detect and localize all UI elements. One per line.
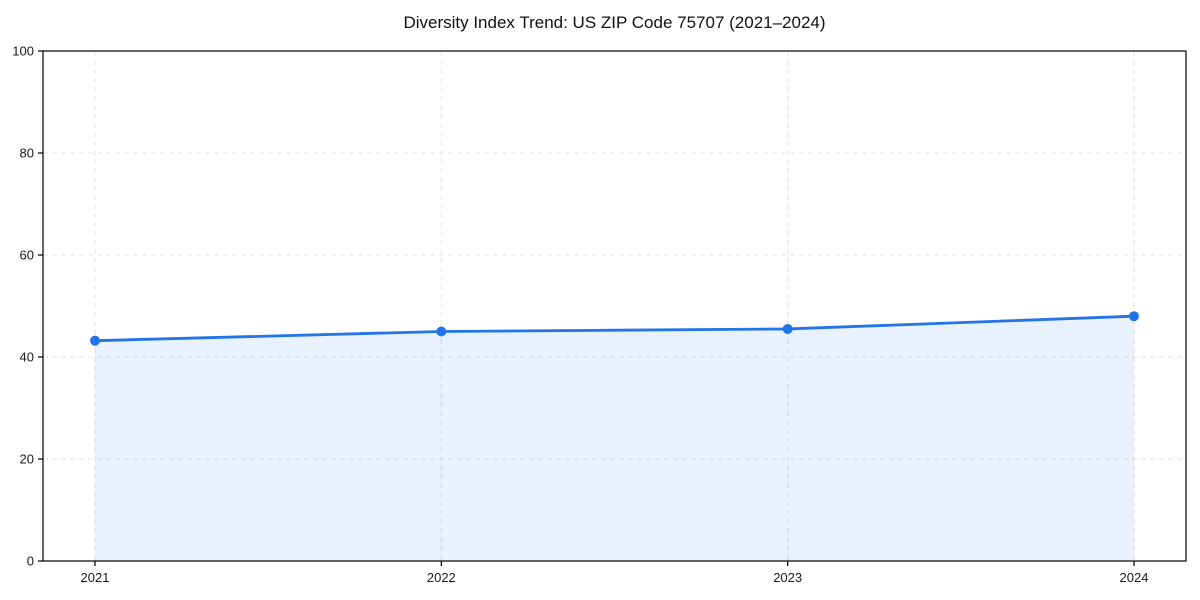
data-point-marker [782,323,793,334]
y-tick-label: 80 [20,146,34,161]
y-tick-label: 20 [20,452,34,467]
data-point-marker [436,326,447,337]
y-tick-label: 0 [27,554,34,569]
chart-title: Diversity Index Trend: US ZIP Code 75707… [403,13,826,32]
axes-frame [42,50,1187,562]
data-point-marker [90,335,100,346]
x-tick-label: 2022 [427,570,456,585]
trend-line [93,314,1136,343]
y-tick-label: 100 [12,44,34,59]
y-tick-label: 40 [20,350,34,365]
y-tick-label: 60 [20,248,34,263]
x-tick-label: 2024 [1120,570,1149,585]
data-point-marker [1129,311,1139,322]
area-fill [95,316,1134,561]
x-tick-label: 2023 [773,570,802,585]
x-tick-label: 2021 [81,570,110,585]
